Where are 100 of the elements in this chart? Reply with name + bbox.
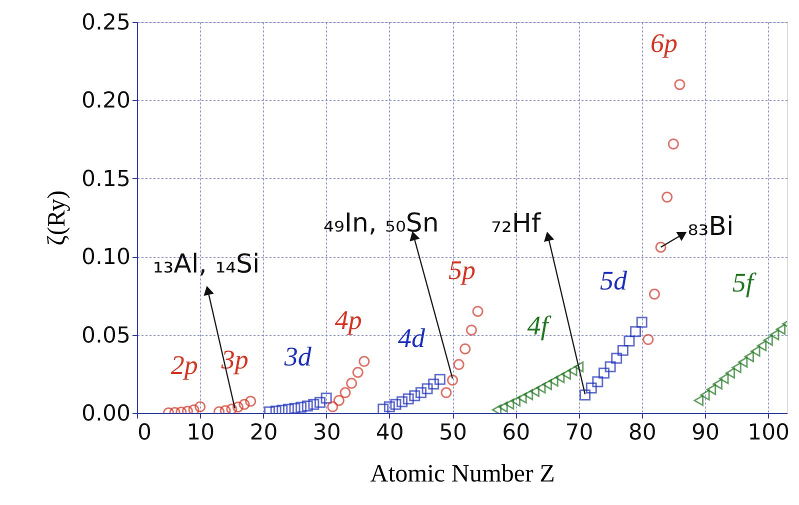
x-tick-label: 60 bbox=[502, 420, 530, 446]
series-label: 5d bbox=[600, 266, 628, 296]
point bbox=[245, 396, 256, 407]
point bbox=[396, 396, 408, 408]
point bbox=[542, 379, 552, 390]
point bbox=[776, 324, 786, 335]
y-tick-label: 0.10 bbox=[82, 245, 130, 270]
point bbox=[415, 387, 426, 398]
point bbox=[314, 396, 326, 408]
point bbox=[630, 326, 642, 338]
point bbox=[194, 401, 206, 412]
point bbox=[498, 402, 508, 413]
series-label: 6p bbox=[650, 28, 678, 58]
point bbox=[308, 398, 320, 410]
point bbox=[662, 192, 673, 203]
point bbox=[554, 372, 565, 384]
x-tick-label: 20 bbox=[250, 420, 278, 446]
annotation: ₄₉In, ₅₀Sn bbox=[324, 208, 439, 239]
y-tick-label: 0.05 bbox=[82, 323, 130, 348]
point bbox=[592, 376, 604, 388]
point bbox=[276, 404, 288, 413]
point bbox=[642, 334, 654, 345]
point bbox=[320, 392, 332, 404]
annotation: ₁₃Al, ₁₄Si bbox=[152, 249, 260, 280]
point bbox=[358, 356, 370, 367]
x-tick-label: 90 bbox=[691, 420, 720, 446]
series-label: 5p bbox=[448, 254, 476, 285]
annotation: ₇₂Hf bbox=[491, 209, 542, 240]
point bbox=[340, 387, 351, 398]
point bbox=[756, 340, 767, 352]
point bbox=[611, 352, 622, 364]
point bbox=[523, 389, 534, 400]
series-label: 4p bbox=[334, 304, 362, 335]
point bbox=[719, 373, 729, 384]
x-tick-label: 100 bbox=[748, 420, 790, 446]
point bbox=[744, 351, 754, 362]
series-label: 4d bbox=[398, 322, 426, 353]
point bbox=[725, 368, 736, 379]
point bbox=[580, 390, 591, 401]
point bbox=[346, 378, 358, 389]
series-label: 5f bbox=[732, 267, 757, 298]
series-label: 4f bbox=[527, 310, 552, 340]
point bbox=[732, 362, 742, 374]
point bbox=[472, 306, 484, 317]
point bbox=[333, 395, 344, 406]
point bbox=[648, 288, 660, 300]
point bbox=[492, 404, 502, 413]
y-axis-title: ζ(Ry) bbox=[44, 190, 71, 246]
point bbox=[289, 402, 300, 413]
point bbox=[440, 387, 452, 398]
point bbox=[655, 242, 666, 253]
point bbox=[598, 368, 610, 379]
point bbox=[296, 402, 307, 413]
point bbox=[604, 361, 616, 372]
point bbox=[763, 334, 773, 346]
point bbox=[530, 386, 540, 397]
x-tick-label: 70 bbox=[565, 420, 594, 446]
point bbox=[504, 398, 514, 410]
point bbox=[453, 359, 464, 370]
point bbox=[378, 404, 389, 413]
point bbox=[694, 394, 704, 406]
point bbox=[617, 344, 628, 356]
point bbox=[510, 396, 520, 407]
point bbox=[352, 366, 364, 378]
point bbox=[460, 343, 471, 354]
point bbox=[674, 79, 686, 90]
point bbox=[586, 382, 597, 394]
point bbox=[700, 390, 710, 401]
point bbox=[226, 404, 238, 413]
point bbox=[770, 329, 780, 340]
x-axis-title: Atomic Number Z bbox=[370, 460, 555, 488]
point bbox=[568, 365, 578, 376]
y-tick-label: 0.15 bbox=[82, 166, 130, 192]
point bbox=[561, 368, 571, 380]
point bbox=[384, 401, 395, 412]
series-label: 2p bbox=[170, 350, 198, 380]
point bbox=[536, 382, 546, 394]
point bbox=[428, 378, 440, 390]
point bbox=[636, 316, 648, 328]
point bbox=[668, 138, 679, 150]
y-tick-label: 0.00 bbox=[82, 402, 130, 426]
point bbox=[302, 400, 313, 412]
point bbox=[517, 392, 527, 404]
point bbox=[738, 356, 748, 368]
point bbox=[466, 324, 477, 336]
x-tick-label: 0 bbox=[138, 420, 152, 446]
annotation: ₈₃Bi bbox=[688, 212, 734, 242]
point bbox=[434, 374, 446, 385]
point bbox=[712, 378, 722, 390]
point bbox=[422, 383, 433, 394]
x-tick-label: 10 bbox=[186, 420, 215, 446]
point bbox=[624, 336, 635, 347]
point bbox=[390, 398, 402, 410]
point bbox=[447, 374, 458, 386]
point bbox=[238, 398, 250, 410]
x-tick-label: 40 bbox=[376, 420, 404, 446]
point bbox=[402, 393, 414, 404]
point bbox=[574, 361, 584, 372]
point bbox=[706, 384, 716, 396]
series-label: 3d bbox=[283, 342, 312, 372]
